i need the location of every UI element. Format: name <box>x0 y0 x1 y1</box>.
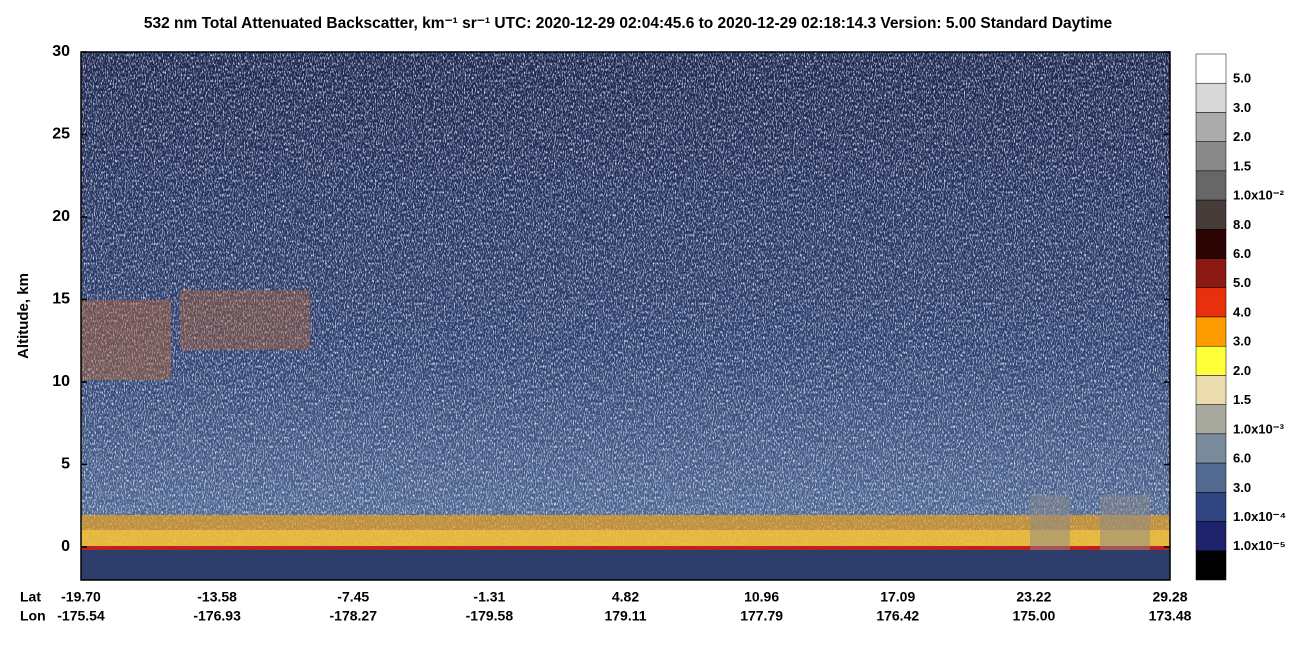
x-row-label: Lat <box>20 589 41 605</box>
surface-return <box>81 546 1170 550</box>
lat-label: 4.82 <box>612 589 639 605</box>
lat-label: -7.45 <box>337 589 369 605</box>
lat-label: 23.22 <box>1016 589 1051 605</box>
colorbar-label: 6.0 <box>1233 246 1251 261</box>
lon-label: 173.48 <box>1149 608 1192 624</box>
y-tick-label: 25 <box>52 126 70 143</box>
colorbar-swatch <box>1195 404 1227 435</box>
lon-label: -176.93 <box>193 608 241 624</box>
lon-label: -178.27 <box>330 608 378 624</box>
colorbar-swatch <box>1195 492 1227 522</box>
colorbar-label: 2.0 <box>1233 129 1251 144</box>
colorbar-swatch <box>1195 258 1227 289</box>
colorbar-swatch <box>1195 462 1227 493</box>
lat-label: 17.09 <box>880 589 915 605</box>
lat-label: 29.28 <box>1152 589 1187 605</box>
colorbar-label: 4.0 <box>1233 304 1251 319</box>
colorbar-label: 3.0 <box>1233 100 1251 115</box>
colorbar-swatch <box>1195 82 1227 113</box>
colorbar-swatch <box>1195 199 1227 230</box>
cloud <box>180 290 310 350</box>
colorbar-swatch <box>1195 170 1227 201</box>
colorbar-label: 5.0 <box>1233 275 1251 290</box>
heatmap-texture <box>81 52 1170 580</box>
y-tick-label: 30 <box>52 43 70 60</box>
colorbar-label: 1.5 <box>1233 392 1251 407</box>
lon-label: 177.79 <box>740 608 783 624</box>
colorbar-label: 8.0 <box>1233 217 1251 232</box>
lon-label: 175.00 <box>1012 608 1055 624</box>
colorbar-label: 1.0x10⁻⁵ <box>1233 538 1286 553</box>
colorbar-label: 3.0 <box>1233 334 1251 349</box>
colorbar-swatch <box>1195 550 1227 581</box>
cloud <box>81 300 171 380</box>
y-tick-label: 5 <box>61 456 70 473</box>
colorbar-swatch <box>1195 433 1227 464</box>
plot-frame <box>80 51 1171 581</box>
lat-label: -19.70 <box>61 589 101 605</box>
x-row-label: Lon <box>20 608 46 624</box>
y-tick-label: 15 <box>52 291 70 308</box>
colorbar-label: 6.0 <box>1233 451 1251 466</box>
lat-label: -1.31 <box>473 589 505 605</box>
colorbar-swatch <box>1195 141 1227 172</box>
lon-label: 176.42 <box>876 608 919 624</box>
colorbar-label: 1.5 <box>1233 158 1251 173</box>
colorbar-swatch <box>1195 287 1227 318</box>
plot-area <box>80 51 1171 581</box>
boundary-layer-core <box>81 530 1170 546</box>
colorbar-label: 5.0 <box>1233 71 1251 86</box>
cloud <box>1100 495 1150 550</box>
colorbar-label: 1.0x10⁻⁴ <box>1233 509 1286 524</box>
colorbar-label: 3.0 <box>1233 480 1251 495</box>
colorbar-swatch <box>1195 316 1227 347</box>
colorbar-label: 1.0x10⁻² <box>1233 188 1285 203</box>
colorbar-label: 1.0x10⁻³ <box>1233 421 1285 436</box>
colorbar-swatch <box>1195 53 1227 84</box>
y-tick-label: 10 <box>52 373 70 390</box>
y-axis-label: Altitude, km <box>15 273 32 359</box>
colorbar-swatch <box>1195 229 1227 259</box>
lon-label: 179.11 <box>604 608 646 624</box>
colorbar-label: 2.0 <box>1233 363 1251 378</box>
colorbar-swatch <box>1195 375 1227 405</box>
lon-label: -179.58 <box>466 608 514 624</box>
y-tick-label: 20 <box>52 208 70 225</box>
colorbar-swatch <box>1195 521 1227 552</box>
colorbar-swatch <box>1195 345 1227 376</box>
chart-title: 532 nm Total Attenuated Backscatter, km⁻… <box>144 15 1113 32</box>
lat-label: -13.58 <box>197 589 237 605</box>
y-tick-label: 0 <box>61 538 70 555</box>
subsurface <box>81 550 1170 580</box>
cloud <box>1030 495 1070 550</box>
lat-label: 10.96 <box>744 589 779 605</box>
lon-label: -175.54 <box>57 608 105 624</box>
colorbar-swatch <box>1195 112 1227 142</box>
